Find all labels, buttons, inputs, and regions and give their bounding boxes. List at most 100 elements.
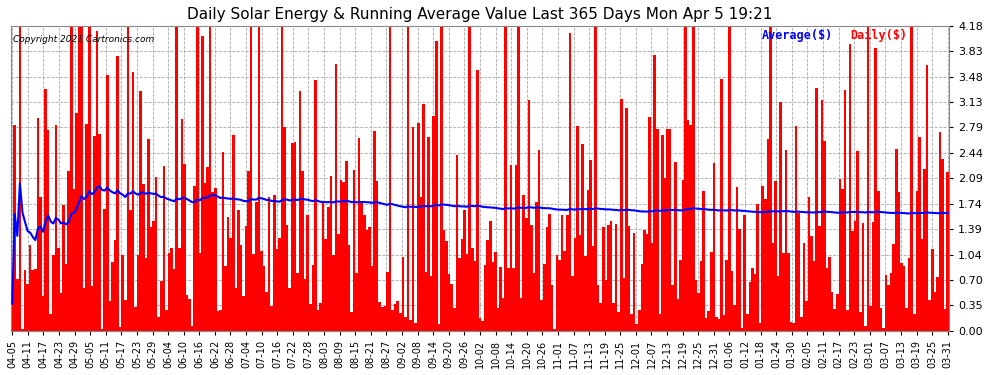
Bar	[628, 226, 631, 331]
Text: Average($): Average($)	[761, 29, 833, 42]
Bar	[530, 225, 533, 331]
Bar	[900, 264, 903, 331]
Bar	[186, 295, 188, 331]
Bar	[641, 264, 644, 331]
Bar	[746, 314, 748, 331]
Bar	[333, 255, 335, 331]
Bar	[829, 257, 831, 331]
Bar	[148, 139, 149, 331]
Bar	[127, 26, 129, 331]
Bar	[597, 285, 600, 331]
Bar	[57, 249, 59, 331]
Bar	[653, 55, 656, 331]
Bar	[165, 310, 167, 331]
Bar	[494, 252, 497, 331]
Bar	[154, 177, 157, 331]
Bar	[50, 314, 52, 331]
Bar	[708, 311, 710, 331]
Bar	[93, 136, 96, 331]
Bar	[294, 142, 296, 331]
Bar	[481, 321, 484, 331]
Bar	[515, 165, 517, 331]
Bar	[268, 197, 270, 331]
Bar	[299, 92, 301, 331]
Bar	[721, 79, 723, 331]
Bar	[399, 313, 402, 331]
Bar	[209, 26, 212, 331]
Bar	[921, 239, 924, 331]
Bar	[249, 26, 252, 331]
Bar	[296, 273, 299, 331]
Bar	[196, 26, 199, 331]
Title: Daily Solar Energy & Running Average Value Last 365 Days Mon Apr 5 19:21: Daily Solar Energy & Running Average Val…	[187, 7, 772, 22]
Bar	[227, 217, 230, 331]
Bar	[160, 281, 162, 331]
Bar	[170, 249, 173, 331]
Bar	[836, 294, 839, 331]
Bar	[438, 324, 441, 331]
Bar	[926, 65, 929, 331]
Bar	[553, 328, 555, 331]
Bar	[417, 123, 420, 331]
Bar	[543, 264, 545, 331]
Bar	[80, 26, 83, 331]
Bar	[222, 152, 224, 331]
Bar	[98, 134, 101, 331]
Bar	[412, 127, 415, 331]
Bar	[548, 214, 550, 331]
Text: Copyright 2021 Cartronics.com: Copyright 2021 Cartronics.com	[13, 35, 154, 44]
Bar	[851, 231, 854, 331]
Bar	[396, 301, 399, 331]
Bar	[810, 236, 813, 331]
Bar	[751, 268, 753, 331]
Bar	[54, 125, 57, 331]
Bar	[774, 181, 777, 331]
Bar	[911, 26, 913, 331]
Bar	[839, 179, 842, 331]
Bar	[695, 280, 697, 331]
Bar	[376, 181, 378, 331]
Bar	[327, 207, 330, 331]
Bar	[224, 266, 227, 331]
Bar	[219, 310, 222, 331]
Bar	[124, 300, 127, 331]
Bar	[415, 323, 417, 331]
Bar	[52, 255, 54, 331]
Bar	[96, 32, 98, 331]
Bar	[934, 292, 937, 331]
Bar	[230, 238, 232, 331]
Bar	[180, 119, 183, 331]
Bar	[782, 253, 784, 331]
Bar	[715, 317, 718, 331]
Bar	[753, 274, 756, 331]
Bar	[140, 91, 142, 331]
Bar	[45, 89, 47, 331]
Bar	[378, 302, 381, 331]
Bar	[188, 299, 191, 331]
Bar	[856, 151, 859, 331]
Bar	[887, 285, 890, 331]
Bar	[826, 268, 829, 331]
Bar	[59, 293, 62, 331]
Bar	[705, 318, 708, 331]
Bar	[520, 298, 523, 331]
Bar	[346, 161, 347, 331]
Bar	[137, 255, 140, 331]
Bar	[545, 227, 548, 331]
Bar	[504, 26, 507, 331]
Bar	[314, 80, 317, 331]
Bar	[75, 112, 78, 331]
Bar	[525, 217, 528, 331]
Bar	[255, 202, 257, 331]
Bar	[175, 26, 178, 331]
Bar	[373, 131, 376, 331]
Bar	[116, 56, 119, 331]
Bar	[386, 273, 389, 331]
Bar	[890, 273, 892, 331]
Bar	[905, 308, 908, 331]
Bar	[874, 48, 877, 331]
Bar	[734, 304, 736, 331]
Bar	[191, 326, 193, 331]
Bar	[453, 308, 455, 331]
Bar	[784, 150, 787, 331]
